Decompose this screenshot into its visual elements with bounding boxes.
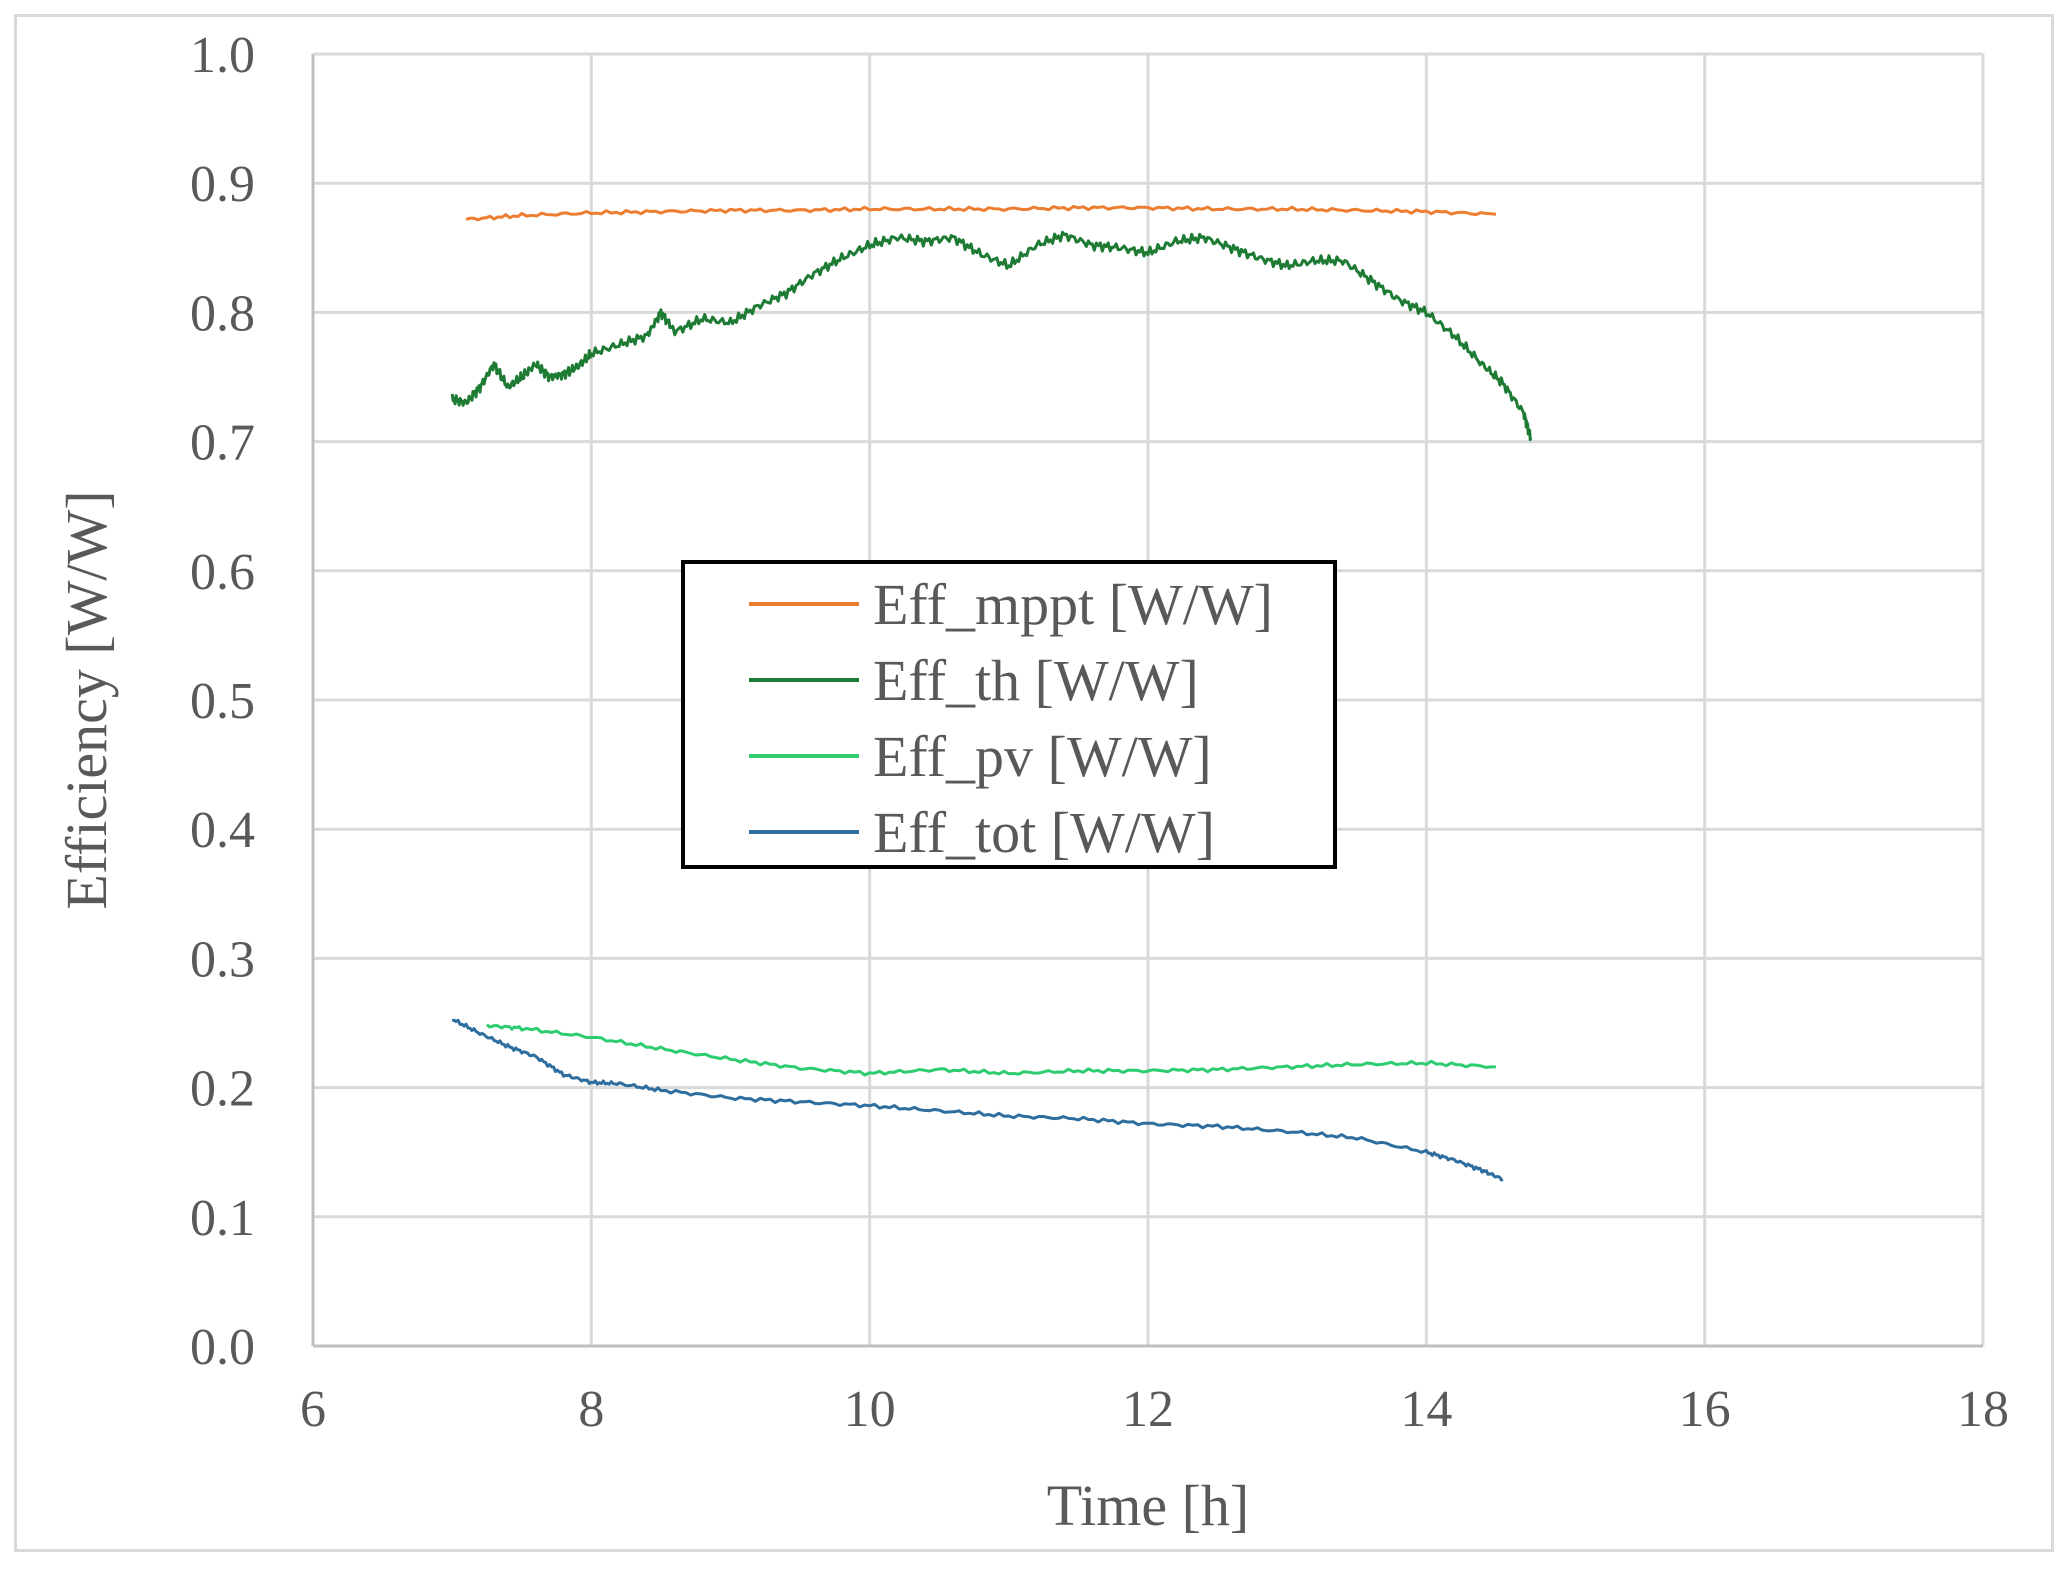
legend: Eff_mppt [W/W] Eff_th [W/W] Eff_pv [W/W] Ef… bbox=[681, 560, 1337, 869]
x-tick-label: 14 bbox=[1400, 1381, 1452, 1438]
series bbox=[450, 205, 1533, 1182]
y-tick-label: 0.8 bbox=[190, 285, 255, 342]
y-tick-label: 0.3 bbox=[190, 931, 255, 988]
y-tick-label: 0.1 bbox=[190, 1190, 255, 1247]
x-tick-label: 12 bbox=[1122, 1381, 1174, 1438]
legend-label: Eff_th [W/W] bbox=[873, 648, 1199, 713]
x-tick-label: 8 bbox=[578, 1381, 604, 1438]
series-line-3 bbox=[451, 1018, 1504, 1182]
legend-label: Eff_mppt [W/W] bbox=[873, 572, 1273, 637]
x-tick-label: 18 bbox=[1957, 1381, 2009, 1438]
y-tick-label: 0.2 bbox=[190, 1061, 255, 1118]
y-tick-label: 0.9 bbox=[190, 156, 255, 213]
x-tick-label: 16 bbox=[1679, 1381, 1731, 1438]
x-axis-title: Time [h] bbox=[1047, 1473, 1250, 1538]
series-line-2 bbox=[485, 1023, 1496, 1077]
y-tick-label: 1.0 bbox=[190, 27, 255, 84]
y-tick-label: 0.7 bbox=[190, 415, 255, 472]
x-tick-label: 10 bbox=[844, 1381, 896, 1438]
series-line-0 bbox=[465, 205, 1497, 222]
y-axis-title: Efficiency [W/W] bbox=[54, 490, 119, 909]
legend-items: Eff_mppt [W/W] Eff_th [W/W] Eff_pv [W/W] Ef… bbox=[749, 572, 1273, 865]
y-tick-label: 0.6 bbox=[190, 544, 255, 601]
y-tick-label: 0.0 bbox=[190, 1319, 255, 1376]
axes: 0.0 0.1 0.2 0.3 0.4 0.5 0.6 0.7 0.8 0.9 1.0 6 8 10 12 1… bbox=[190, 27, 2009, 1438]
x-tick-label: 6 bbox=[300, 1381, 326, 1438]
y-tick-label: 0.5 bbox=[190, 673, 255, 730]
series-line-1 bbox=[450, 230, 1533, 442]
legend-label: Eff_tot [W/W] bbox=[873, 800, 1215, 865]
legend-box bbox=[681, 560, 1337, 869]
y-tick-label: 0.4 bbox=[190, 802, 255, 859]
legend-label: Eff_pv [W/W] bbox=[873, 724, 1212, 789]
